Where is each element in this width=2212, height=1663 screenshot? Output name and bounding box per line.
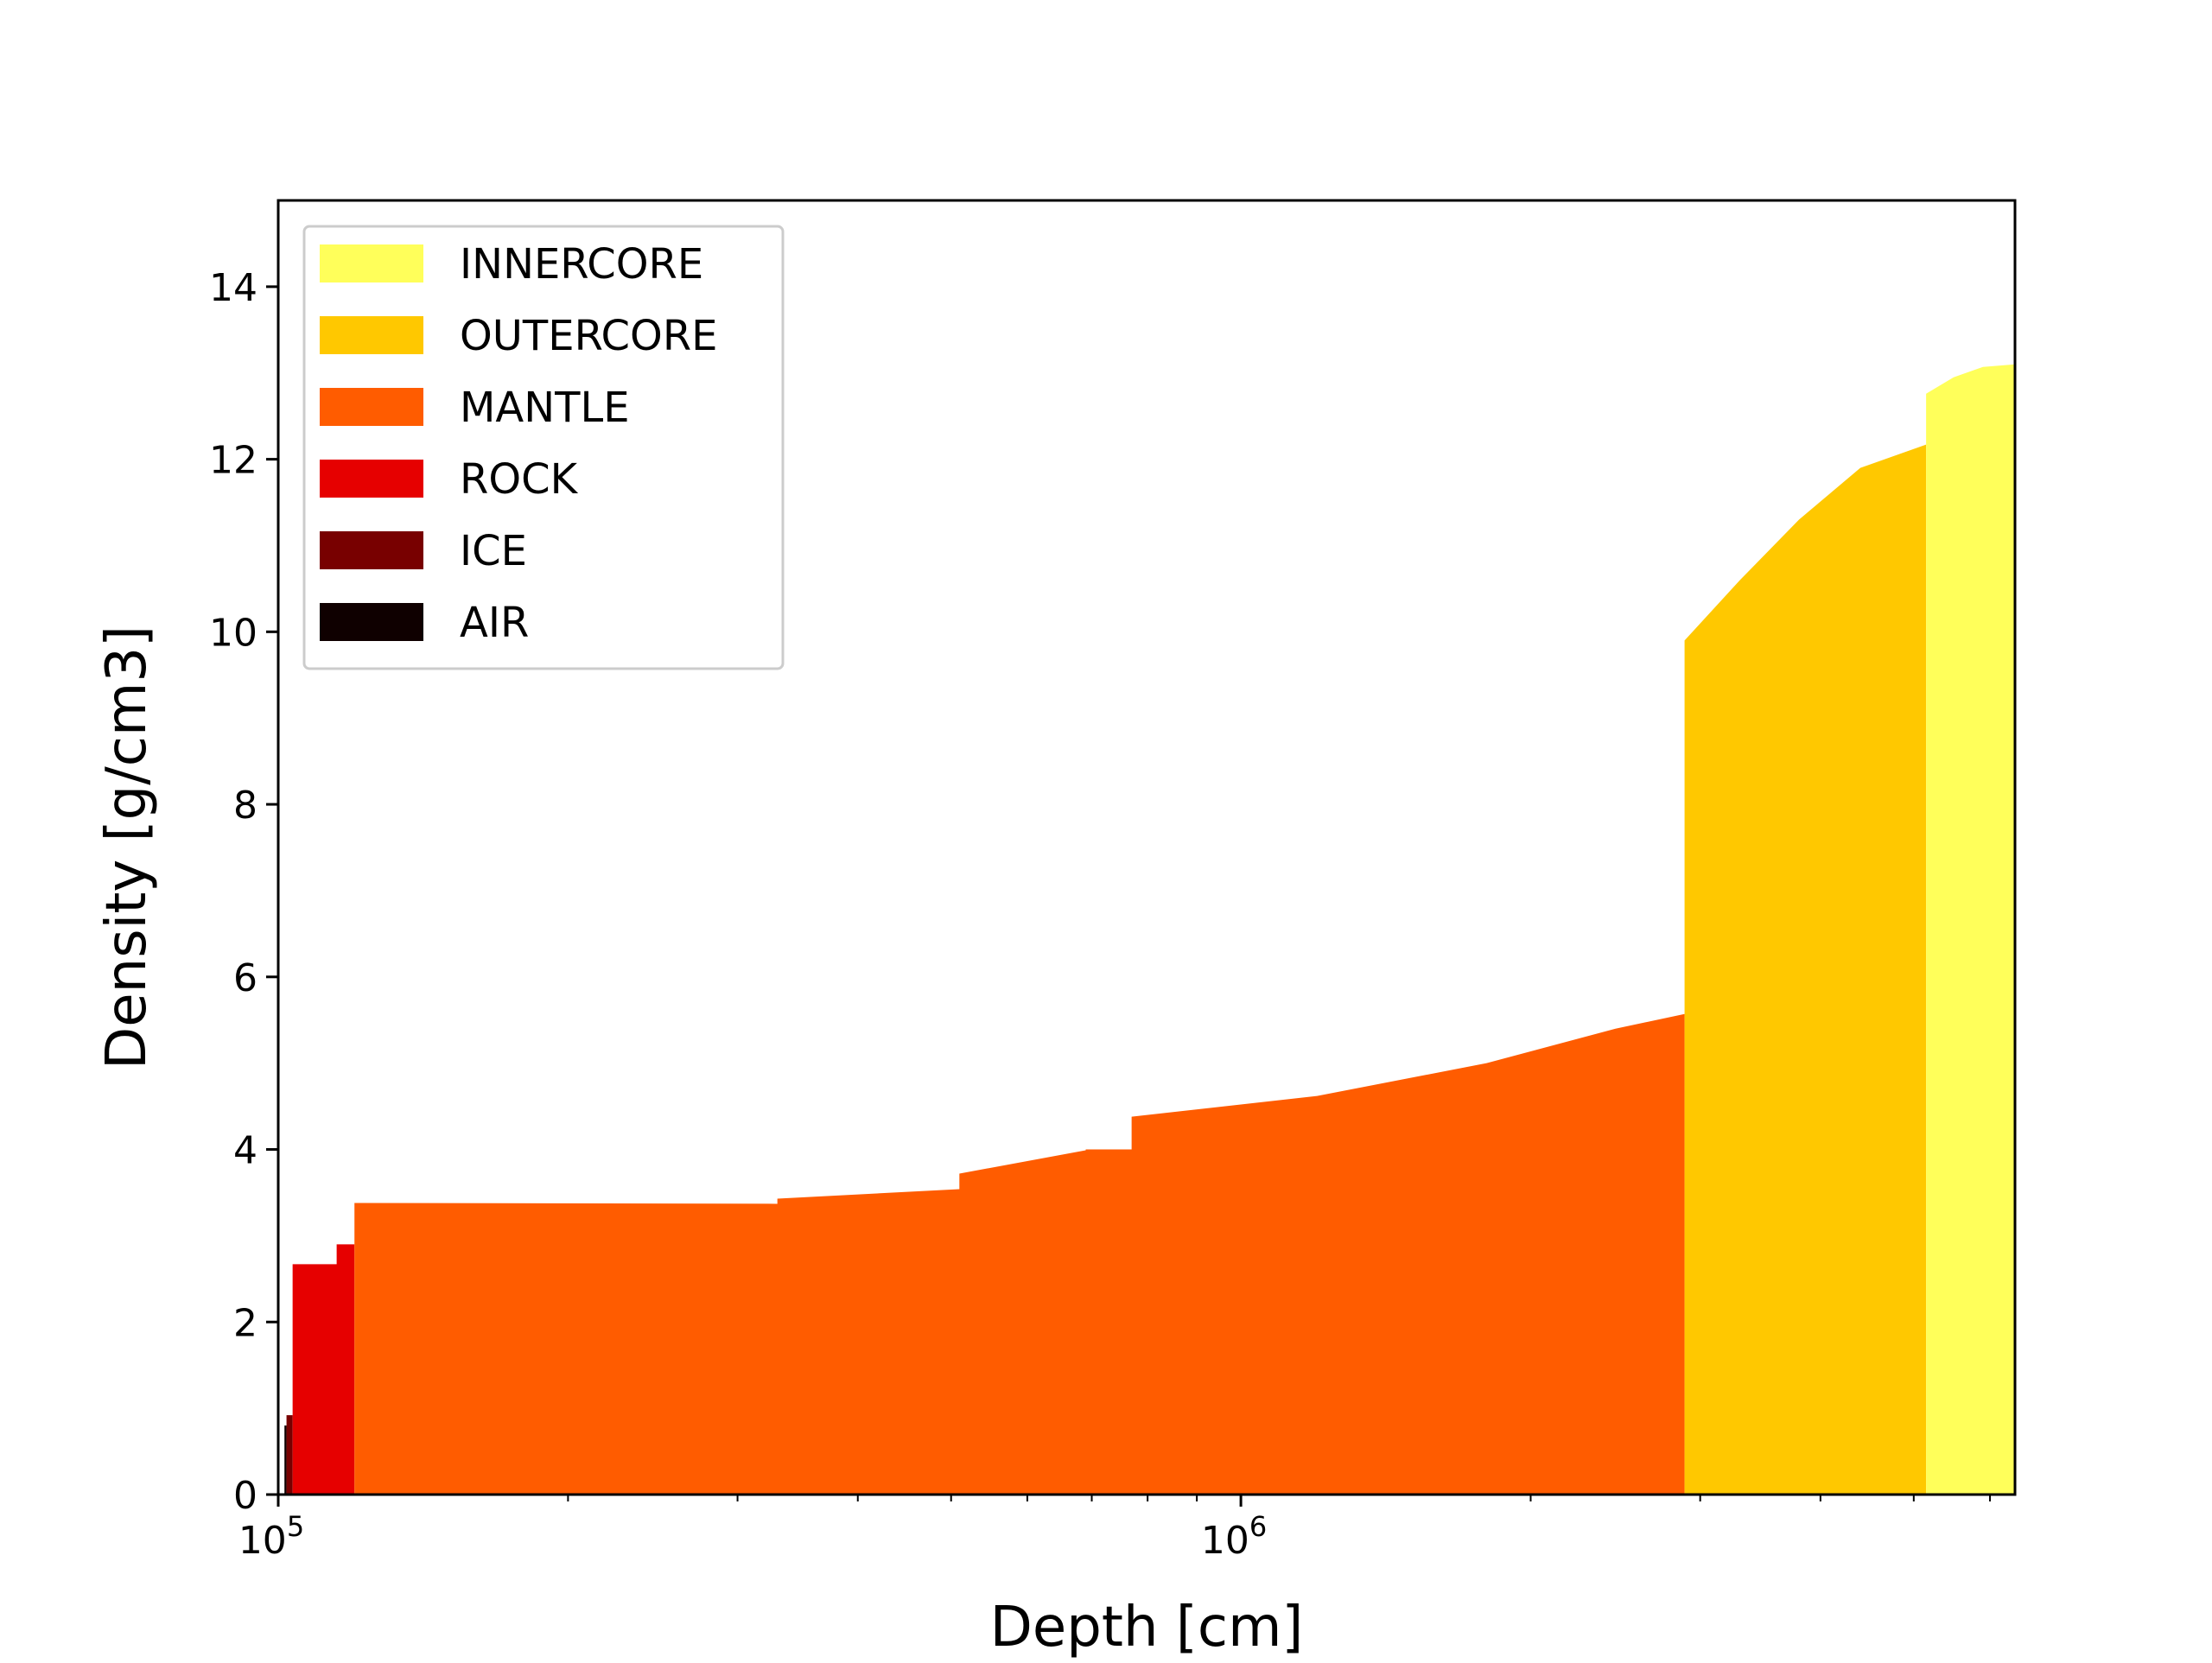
legend-label-outercore: OUTERCORE — [460, 312, 718, 360]
legend-label-air: AIR — [460, 599, 529, 647]
y-tick-label: 4 — [233, 1129, 257, 1173]
area-ice — [286, 1415, 293, 1495]
y-axis-label: Density [g/cm3] — [95, 625, 159, 1070]
legend-swatch-rock — [320, 460, 423, 498]
legend-label-innercore: INNERCORE — [460, 240, 703, 289]
legend-box — [302, 225, 785, 670]
legend-swatch-ice — [320, 531, 423, 569]
area-innercore — [1926, 364, 2015, 1495]
y-tick-label: 10 — [209, 611, 257, 655]
area-air — [284, 1425, 287, 1495]
y-tick-label: 8 — [233, 784, 257, 828]
y-tick-label: 6 — [233, 956, 257, 1000]
y-tick-label: 0 — [233, 1474, 257, 1518]
legend-swatch-air — [320, 603, 423, 641]
legend-label-ice: ICE — [460, 527, 527, 575]
x-axis-label: Depth [cm] — [990, 1596, 1304, 1659]
legend-swatch-mantle — [320, 388, 423, 426]
plot-frame — [276, 199, 2017, 1496]
y-tick-label: 2 — [233, 1301, 257, 1345]
y-tick-label: 12 — [209, 439, 257, 483]
legend-label-mantle: MANTLE — [460, 384, 630, 432]
area-mantle — [354, 1013, 1685, 1495]
y-tick-label: 14 — [209, 266, 257, 310]
x-axis: 105 106 — [238, 1495, 1992, 1563]
x-tick-label: 105 — [238, 1510, 304, 1563]
area-layers — [284, 364, 2015, 1495]
legend-swatch-innercore — [320, 244, 423, 282]
legend: INNERCORE OUTERCORE MANTLE ROCK ICE AIR — [302, 225, 785, 670]
legend-label-rock: ROCK — [460, 455, 579, 504]
area-outercore — [1684, 444, 1927, 1495]
x-tick-label: 106 — [1201, 1510, 1267, 1563]
area-rock — [292, 1244, 355, 1495]
legend-swatch-outercore — [320, 316, 423, 354]
y-axis: 0 2 4 6 8 10 12 14 — [209, 266, 278, 1518]
